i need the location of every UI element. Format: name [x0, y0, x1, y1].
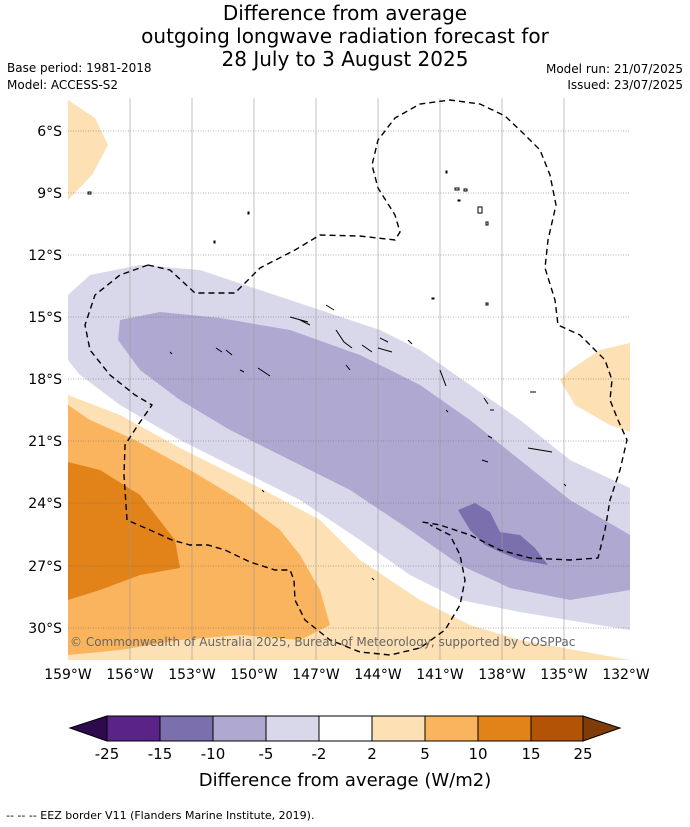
lat-tick-6s: 6°S	[37, 124, 62, 140]
lat-ticks: 6°S 9°S 12°S 15°S 18°S 21°S 24°S 27°S 30…	[28, 124, 62, 637]
anomaly-5-10-region	[68, 405, 330, 655]
footer-legend: -- -- -- EEZ border V11 (Flanders Marine…	[6, 809, 315, 822]
lon-tick-144w: 144°W	[354, 667, 402, 683]
lon-tick-138w: 138°W	[478, 667, 526, 683]
colorbar-bin	[318, 715, 373, 742]
lon-tick-153w: 153°W	[168, 667, 216, 683]
title-line-3: 28 July to 3 August 2025	[221, 47, 469, 71]
colorbar-bin	[106, 715, 161, 742]
colorbar-label: -10	[200, 745, 226, 763]
colorbar-bin	[212, 715, 267, 742]
copyright-notice: © Commonwealth of Australia 2025, Bureau…	[70, 635, 575, 649]
lon-tick-147w: 147°W	[292, 667, 340, 683]
lat-tick-9s: 9°S	[37, 186, 62, 202]
colorbar-bin	[371, 715, 426, 742]
anomaly-neg10-15-region	[458, 503, 548, 565]
colorbar	[68, 715, 622, 742]
lat-tick-12s: 12°S	[28, 248, 62, 264]
anomaly-field	[68, 98, 630, 660]
colorbar-label: 5	[420, 745, 430, 763]
anomaly-2-5-northwest	[68, 100, 108, 200]
lon-tick-135w: 135°W	[540, 667, 588, 683]
lat-tick-30s: 30°S	[28, 621, 62, 637]
issued-date: Issued: 23/07/2025	[567, 78, 683, 92]
colorbar-label: -5	[258, 745, 274, 763]
colorbar-label: 25	[573, 745, 593, 763]
model-run-date: Model run: 21/07/2025	[545, 62, 683, 76]
islands	[87, 170, 567, 581]
title-line-2: outgoing longwave radiation forecast for	[141, 24, 549, 48]
anomaly-10-15-region	[68, 462, 180, 600]
colorbar-min-extend	[68, 715, 108, 742]
lat-tick-27s: 27°S	[28, 559, 62, 575]
colorbar-bin	[265, 715, 320, 742]
model-name: Model: ACCESS-S2	[7, 78, 119, 92]
lon-tick-156w: 156°W	[106, 667, 154, 683]
colorbar-label: -15	[147, 745, 173, 763]
colorbar-label: 15	[521, 745, 541, 763]
colorbar-label: 10	[468, 745, 488, 763]
lat-tick-18s: 18°S	[28, 372, 62, 388]
lat-tick-15s: 15°S	[28, 310, 62, 326]
lon-tick-150w: 150°W	[230, 667, 278, 683]
lon-tick-159w: 159°W	[44, 667, 92, 683]
colorbar-bin	[424, 715, 479, 742]
colorbar-max-extend	[582, 715, 622, 742]
title-line-1: Difference from average	[222, 1, 468, 25]
lon-tick-132w: 132°W	[602, 667, 650, 683]
graticule	[68, 98, 630, 660]
colorbar-bin	[159, 715, 214, 742]
lon-ticks: 159°W 156°W 153°W 150°W 147°W 144°W 141°…	[44, 667, 650, 683]
lon-tick-141w: 141°W	[416, 667, 464, 683]
lat-tick-21s: 21°S	[28, 434, 62, 450]
lat-tick-24s: 24°S	[28, 496, 62, 512]
colorbar-title: Difference from average (W/m2)	[198, 770, 492, 791]
anomaly-2-5-east	[560, 343, 630, 432]
base-period: Base period: 1981-2018	[7, 61, 152, 75]
colorbar-label: -2	[311, 745, 327, 763]
colorbar-bin	[477, 715, 532, 742]
eez-border	[84, 99, 628, 656]
colorbar-label: -25	[94, 745, 120, 763]
colorbar-label: 2	[367, 745, 377, 763]
colorbar-bin	[530, 715, 584, 742]
